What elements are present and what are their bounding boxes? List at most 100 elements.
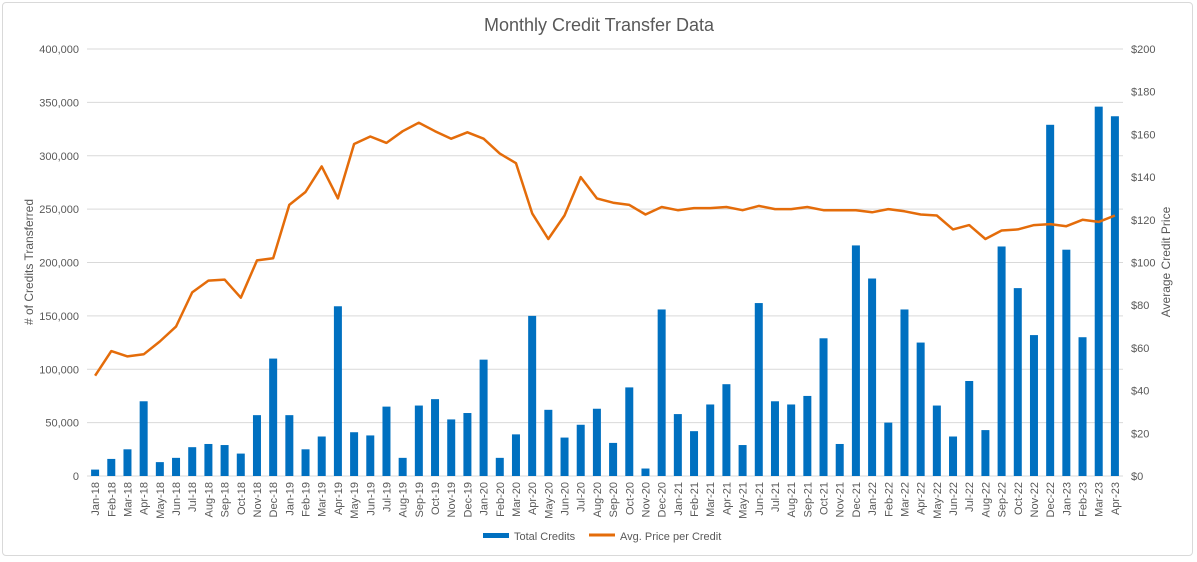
- y2-tick-label: $60: [1131, 343, 1149, 355]
- bar-Jan-21: [673, 414, 682, 476]
- x-tick-label: Jan-22: [867, 482, 879, 516]
- x-tick-label: Oct-18: [236, 482, 248, 515]
- bar-Jul-20: [576, 424, 585, 476]
- x-tick-label: Apr-22: [916, 482, 928, 515]
- bar-Sep-19: [414, 405, 423, 476]
- x-tick-label: Mar-19: [317, 482, 329, 517]
- bar-Feb-22: [884, 422, 893, 476]
- x-tick-label: May-19: [349, 482, 361, 519]
- bar-Jan-19: [285, 415, 294, 476]
- bar-Oct-18: [236, 453, 245, 476]
- bar-Oct-19: [431, 399, 440, 476]
- x-tick-label: Mar-23: [1094, 482, 1106, 517]
- bar-Sep-18: [220, 445, 229, 476]
- x-tick-label: Jun-22: [948, 482, 960, 516]
- x-tick-label: Jul-21: [770, 482, 782, 512]
- x-tick-label: Jul-18: [187, 482, 199, 512]
- y-tick-label: 100,000: [39, 364, 79, 376]
- bar-Apr-23: [1110, 116, 1119, 476]
- bar-Nov-19: [447, 419, 456, 476]
- x-tick-label: Mar-20: [511, 482, 523, 517]
- x-tick-label: Nov-20: [640, 482, 652, 517]
- bar-Dec-18: [269, 358, 278, 476]
- bar-Nov-20: [641, 468, 650, 476]
- y2-tick-label: $160: [1131, 129, 1155, 141]
- y2-tick-label: $200: [1131, 44, 1155, 56]
- y-tick-label: 0: [73, 471, 79, 483]
- x-tick-label: Jan-20: [479, 482, 491, 516]
- x-tick-label: May-22: [932, 482, 944, 519]
- bar-Sep-21: [803, 395, 812, 476]
- bar-Jan-22: [868, 278, 877, 476]
- bar-Dec-21: [851, 245, 860, 476]
- x-tick-label: Jan-21: [673, 482, 685, 516]
- x-tick-label: Sep-21: [802, 482, 814, 517]
- bar-Feb-23: [1078, 337, 1087, 476]
- bar-Mar-23: [1094, 106, 1103, 477]
- x-tick-label: Dec-22: [1045, 482, 1057, 517]
- y-tick-label: 250,000: [39, 204, 79, 216]
- x-tick-label: Feb-21: [689, 482, 701, 517]
- bar-Aug-21: [787, 404, 796, 476]
- x-tick-label: Apr-19: [333, 482, 345, 515]
- bar-May-19: [350, 432, 359, 476]
- bar-Jun-20: [560, 437, 569, 476]
- x-tick-label: Aug-20: [592, 482, 604, 517]
- y2-tick-label: $120: [1131, 215, 1155, 227]
- bar-Jan-23: [1062, 249, 1071, 476]
- chart: Monthly Credit Transfer Data 0 50,000 100,…: [22, 15, 1173, 543]
- x-tick-label: Feb-23: [1078, 482, 1090, 517]
- bar-Jul-22: [965, 380, 974, 476]
- x-tick-label: Dec-21: [851, 482, 863, 517]
- bar-Feb-18: [107, 458, 116, 476]
- x-tick-label: Dec-18: [268, 482, 280, 517]
- bar-Jul-18: [188, 447, 197, 476]
- bar-Aug-19: [398, 457, 407, 476]
- x-tick-label: Nov-22: [1029, 482, 1041, 517]
- x-tick-label: Jan-19: [284, 482, 296, 516]
- legend-swatch-total-credits: [483, 533, 509, 538]
- bar-Nov-21: [835, 443, 844, 476]
- y2-tick-label: $20: [1131, 428, 1149, 440]
- x-tick-label: Feb-18: [106, 482, 118, 517]
- bar-May-18: [155, 462, 164, 476]
- bar-Oct-22: [1013, 288, 1022, 476]
- y2-tick-label: $0: [1131, 471, 1143, 483]
- x-tick-label: Jun-21: [754, 482, 766, 516]
- x-tick-label: Jul-22: [964, 482, 976, 512]
- x-tick-label: Oct-19: [430, 482, 442, 515]
- x-tick-label: Aug-19: [398, 482, 410, 517]
- legend: Total Credits Avg. Price per Credit: [483, 531, 721, 543]
- bar-Mar-20: [511, 434, 520, 476]
- y-axis-label: # of Credits Transferred: [22, 199, 36, 325]
- bar-Aug-22: [981, 430, 990, 476]
- x-tick-label: Oct-22: [1013, 482, 1025, 515]
- x-tick-label: Jan-18: [90, 482, 102, 516]
- bar-Apr-20: [528, 315, 537, 476]
- x-tick-label: Mar-22: [899, 482, 911, 517]
- y-tick-label: 300,000: [39, 151, 79, 163]
- bar-Oct-21: [819, 338, 828, 476]
- x-tick-label: Jul-19: [381, 482, 393, 512]
- bar-Mar-19: [317, 436, 326, 476]
- bar-Jun-22: [949, 436, 958, 476]
- bar-Mar-21: [706, 404, 715, 476]
- x-axis-ticks: Jan-18 Feb-18 Mar-18 Apr-18 May-18 Jun-18 Jul-…: [90, 482, 1122, 519]
- y-tick-label: 150,000: [39, 311, 79, 323]
- x-tick-label: Jan-23: [1061, 482, 1073, 516]
- bar-Jun-19: [366, 435, 375, 476]
- x-tick-label: Feb-22: [883, 482, 895, 517]
- x-tick-label: Sep-19: [414, 482, 426, 517]
- y2-tick-label: $140: [1131, 172, 1155, 184]
- x-tick-label: Oct-20: [624, 482, 636, 515]
- bar-Jan-20: [479, 359, 488, 476]
- x-tick-label: Aug-22: [980, 482, 992, 517]
- x-tick-label: Nov-21: [835, 482, 847, 517]
- x-tick-label: Sep-18: [220, 482, 232, 517]
- bar-Dec-20: [657, 309, 666, 476]
- y2-axis-label: Average Credit Price: [1159, 206, 1173, 317]
- bar-May-22: [932, 405, 941, 476]
- x-tick-label: Jun-20: [560, 482, 572, 516]
- bar-Apr-18: [139, 401, 148, 476]
